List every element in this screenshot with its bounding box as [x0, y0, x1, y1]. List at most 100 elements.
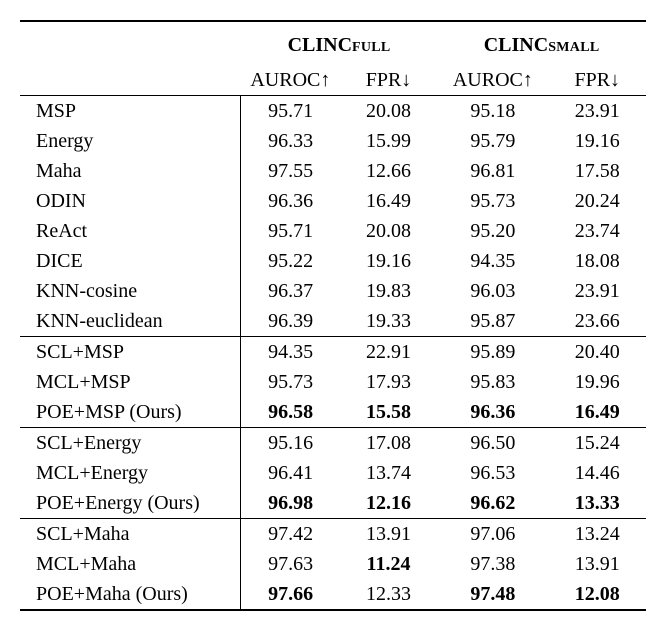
method-name: MSP	[20, 95, 242, 126]
method-name: KNN-cosine	[20, 276, 242, 306]
metric-value: 96.03	[470, 280, 516, 302]
metric-value: 96.36	[268, 190, 314, 212]
table-row: MCL+Energy 96.41 13.74 96.53 14.46	[20, 458, 646, 488]
metric-value: 14.46	[574, 462, 620, 484]
metric-value: 95.83	[470, 371, 516, 393]
metric-value: 23.91	[548, 95, 646, 126]
metric-value: 97.66	[240, 579, 340, 611]
method-name: ReAct	[20, 216, 242, 246]
metric-value: 22.91	[339, 336, 438, 367]
metric-value: 97.38	[470, 553, 516, 575]
method-header-blank	[20, 65, 241, 96]
results-table-container: CLINCFULL CLINCSMALL AUROC↑ FPR↓ AUROC↑ …	[20, 20, 646, 611]
metric-value: 97.48	[437, 579, 549, 611]
method-name: SCL+MSP	[20, 336, 242, 367]
metric-header-row: AUROC↑ FPR↓ AUROC↑ FPR↓	[20, 65, 646, 96]
method-name: POE+Maha (Ours)	[20, 579, 242, 611]
metric-value: 13.91	[339, 518, 438, 549]
metric-value: 97.55	[268, 160, 314, 182]
results-table: CLINCFULL CLINCSMALL AUROC↑ FPR↓ AUROC↑ …	[20, 20, 646, 611]
metric-value: 96.41	[268, 462, 314, 484]
metric-value: 13.33	[574, 492, 620, 514]
dataset-header-clinc-full: CLINCFULL	[240, 20, 438, 65]
method-header	[20, 20, 241, 65]
metric-value: 95.20	[470, 220, 516, 242]
method-name: SCL+Energy	[20, 427, 242, 458]
metric-value: 96.98	[268, 492, 314, 514]
metric-value: 17.58	[574, 160, 620, 182]
table-row: SCL+Maha 97.42 13.91 97.06 13.24	[20, 518, 646, 549]
metric-header: AUROC↑	[452, 69, 533, 91]
metric-value: 95.18	[437, 95, 549, 126]
metric-header: FPR↓	[365, 69, 412, 91]
method-name: KNN-euclidean	[20, 306, 242, 337]
metric-value: 96.50	[437, 427, 549, 458]
metric-value: 96.36	[470, 401, 516, 423]
metric-value: 13.91	[574, 553, 620, 575]
metric-value: 95.16	[240, 427, 340, 458]
method-name: Energy	[20, 126, 242, 156]
table-row: ODIN 96.36 16.49 95.73 20.24	[20, 186, 646, 216]
metric-value: 95.71	[268, 220, 314, 242]
metric-value: 12.66	[366, 160, 411, 182]
table-row: Maha 97.55 12.66 96.81 17.58	[20, 156, 646, 186]
method-name: MCL+MSP	[20, 367, 242, 397]
method-name: ODIN	[20, 186, 242, 216]
metric-value: 19.16	[574, 130, 620, 152]
metric-value: 94.35	[240, 336, 340, 367]
metric-value: 95.73	[470, 190, 516, 212]
table-row: MSP 95.71 20.08 95.18 23.91	[20, 95, 646, 126]
metric-value: 97.06	[437, 518, 549, 549]
metric-value: 11.24	[366, 553, 411, 575]
table-row: SCL+MSP 94.35 22.91 95.89 20.40	[20, 336, 646, 367]
dataset-name: CLINC	[483, 34, 549, 56]
dataset-subscript: SMALL	[548, 40, 600, 55]
table-row: KNN-euclidean 96.39 19.33 95.87 23.66	[20, 306, 646, 337]
metric-value: 13.74	[366, 462, 411, 484]
metric-value: 96.39	[268, 310, 314, 332]
metric-value: 94.35	[470, 250, 516, 272]
metric-value: 95.71	[240, 95, 340, 126]
dataset-header-clinc-small: CLINCSMALL	[437, 20, 646, 65]
metric-value: 97.42	[240, 518, 340, 549]
table-row: Energy 96.33 15.99 95.79 19.16	[20, 126, 646, 156]
method-name: POE+MSP (Ours)	[20, 397, 242, 428]
metric-value: 96.58	[268, 401, 314, 423]
metric-value: 97.63	[268, 553, 314, 575]
metric-value: 23.66	[574, 310, 620, 332]
metric-value: 17.93	[366, 371, 411, 393]
table-row: POE+Maha (Ours) 97.66 12.33 97.48 12.08	[20, 579, 646, 611]
metric-value: 19.16	[366, 250, 411, 272]
method-name: SCL+Maha	[20, 518, 242, 549]
metric-value: 20.08	[339, 95, 438, 126]
metric-value: 95.87	[470, 310, 516, 332]
metric-value: 19.96	[574, 371, 620, 393]
metric-value: 20.08	[366, 220, 411, 242]
method-name: MCL+Energy	[20, 458, 242, 488]
metric-value: 12.33	[339, 579, 438, 611]
metric-value: 19.33	[366, 310, 411, 332]
metric-value: 96.62	[470, 492, 516, 514]
table-row: KNN-cosine 96.37 19.83 96.03 23.91	[20, 276, 646, 306]
dataset-header-row: CLINCFULL CLINCSMALL	[20, 20, 646, 65]
metric-value: 96.37	[268, 280, 314, 302]
metric-header: FPR↓	[574, 69, 621, 91]
results-body: MSP 95.71 20.08 95.18 23.91 Energy 96.33 15.99 9…	[20, 95, 646, 611]
metric-value: 18.08	[574, 250, 620, 272]
metric-header: AUROC↑	[250, 69, 331, 91]
table-row: POE+MSP (Ours) 96.58 15.58 96.36 16.49	[20, 397, 646, 428]
metric-value: 96.53	[470, 462, 516, 484]
table-row: SCL+Energy 95.16 17.08 96.50 15.24	[20, 427, 646, 458]
dataset-subscript: FULL	[352, 40, 391, 55]
table-row: ReAct 95.71 20.08 95.20 23.74	[20, 216, 646, 246]
metric-value: 15.24	[548, 427, 646, 458]
metric-value: 19.83	[366, 280, 411, 302]
metric-value: 96.81	[470, 160, 516, 182]
metric-value: 20.24	[574, 190, 620, 212]
metric-value: 13.24	[548, 518, 646, 549]
dataset-name: CLINC	[287, 34, 353, 56]
method-name: DICE	[20, 246, 242, 276]
method-name: POE+Energy (Ours)	[20, 488, 242, 519]
metric-value: 96.33	[268, 130, 314, 152]
metric-value: 23.91	[574, 280, 620, 302]
